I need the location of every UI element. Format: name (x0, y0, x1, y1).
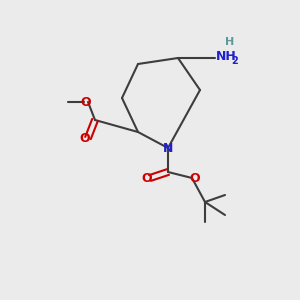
Text: 2: 2 (231, 56, 238, 66)
Text: O: O (80, 133, 90, 146)
Text: NH: NH (216, 50, 237, 62)
Text: H: H (225, 37, 235, 47)
Text: O: O (81, 95, 91, 109)
Text: O: O (190, 172, 200, 184)
Text: O: O (142, 172, 152, 184)
Text: N: N (163, 142, 173, 154)
